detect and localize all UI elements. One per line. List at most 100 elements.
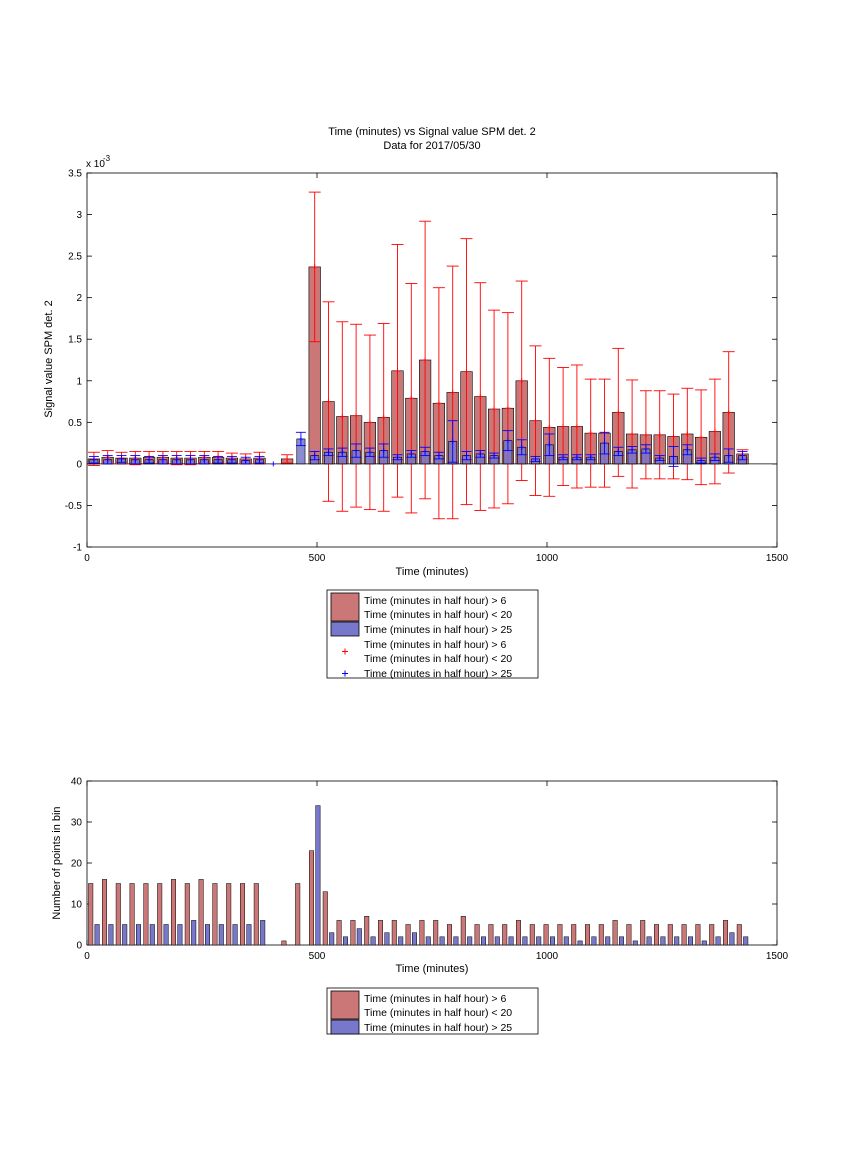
- bar: [729, 932, 735, 946]
- bar: [149, 924, 155, 946]
- bar: [709, 924, 715, 946]
- y-tick-label: 2: [76, 293, 82, 304]
- bar: [598, 924, 604, 946]
- bar: [246, 924, 252, 946]
- bar: [695, 924, 701, 946]
- bar: [516, 920, 521, 946]
- chart-subtitle: Data for 2017/05/30: [383, 140, 480, 152]
- x-tick-label: 0: [84, 553, 90, 564]
- x-tick-label: 500: [309, 951, 326, 962]
- bar: [163, 924, 169, 946]
- bar: [577, 940, 583, 946]
- bar: [543, 924, 549, 946]
- count-legend: Time (minutes in half hour) > 6 Time (min…: [326, 987, 539, 1035]
- bar: [295, 883, 301, 946]
- bar: [654, 924, 659, 946]
- legend-label: Time (minutes in half hour) > 25: [364, 624, 512, 636]
- legend-label: Time (minutes in half hour) > 6: [364, 595, 506, 607]
- legend-swatch: [330, 990, 360, 1020]
- chart-title: Time (minutes) vs Signal value SPM det. …: [328, 126, 535, 138]
- bar: [108, 924, 114, 946]
- bar: [612, 920, 618, 946]
- bar: [102, 879, 107, 946]
- bar: [743, 936, 749, 946]
- y-tick-label: 30: [71, 818, 83, 829]
- y-tick-label: 3.5: [68, 169, 82, 180]
- bar: [467, 936, 473, 946]
- bar: [212, 883, 218, 946]
- bar: [364, 916, 370, 946]
- y-axis-label: Number of points in bin: [51, 806, 63, 919]
- y-tick-label: 10: [71, 900, 83, 911]
- bar: [218, 924, 224, 946]
- bar: [481, 936, 486, 946]
- bar: [115, 883, 121, 946]
- bar: [198, 879, 204, 946]
- bar: [425, 936, 431, 946]
- y-tick-label: 1.5: [68, 335, 82, 346]
- bar: [412, 932, 417, 946]
- bar: [384, 932, 390, 946]
- legend-box: [326, 987, 539, 1035]
- bar: [433, 920, 439, 946]
- bar: [632, 940, 638, 946]
- bar: [171, 879, 176, 946]
- bar: [143, 883, 149, 946]
- bar: [136, 924, 141, 946]
- legend-label: Time (minutes in half hour) < 20: [364, 609, 512, 621]
- bar: [529, 924, 535, 946]
- bar: [660, 936, 666, 946]
- bar: [723, 920, 728, 946]
- y-tick-label: -1: [73, 543, 82, 554]
- x-tick-label: 0: [84, 951, 90, 962]
- bar: [667, 924, 673, 946]
- bar: [591, 936, 597, 946]
- legend-box: [326, 589, 539, 679]
- bar: [260, 920, 266, 946]
- bar: [447, 924, 452, 946]
- bar: [522, 936, 528, 946]
- y-exponent-label: x 10: [86, 159, 105, 170]
- bar: [405, 924, 411, 946]
- bar: [688, 936, 693, 946]
- x-axis-label: Time (minutes): [396, 566, 469, 578]
- legend-label: Time (minutes in half hour) > 25: [364, 668, 512, 680]
- bar: [315, 805, 321, 946]
- legend-swatch: [330, 621, 360, 637]
- bar: [715, 936, 721, 946]
- bar: [378, 920, 383, 946]
- bar: [122, 924, 128, 946]
- legend-label: Time (minutes in half hour) > 6: [364, 993, 506, 1005]
- bar: [453, 936, 459, 946]
- legend-label: Time (minutes in half hour) > 25: [364, 1022, 512, 1034]
- bar: [343, 936, 348, 946]
- legend-label: Time (minutes in half hour) > 6: [364, 639, 506, 651]
- bar: [322, 891, 328, 946]
- bar: [88, 883, 94, 946]
- bar: [681, 924, 687, 946]
- y-exponent-power: -3: [103, 154, 111, 163]
- x-tick-label: 1000: [536, 951, 559, 962]
- bar: [508, 936, 514, 946]
- bar: [494, 936, 500, 946]
- bar: [240, 883, 245, 946]
- x-axis-label: Time (minutes): [396, 963, 469, 975]
- x-tick-label: 1500: [766, 951, 789, 962]
- bar: [129, 883, 135, 946]
- y-tick-label: 20: [71, 859, 83, 870]
- axes-frame: [86, 172, 778, 548]
- axes-frame: [86, 780, 778, 946]
- bar: [191, 920, 197, 946]
- bar: [356, 928, 362, 946]
- bar: [674, 936, 680, 946]
- bar: [205, 924, 210, 946]
- bar: [571, 924, 577, 946]
- bar: [439, 936, 445, 946]
- y-tick-label: 0: [76, 941, 82, 952]
- bar: [474, 924, 480, 946]
- count-plot-area: 0 500 1000 1500 0 10 20 30 40: [71, 777, 789, 963]
- bar: [226, 883, 232, 946]
- bar: [329, 932, 335, 946]
- bar: [736, 924, 742, 946]
